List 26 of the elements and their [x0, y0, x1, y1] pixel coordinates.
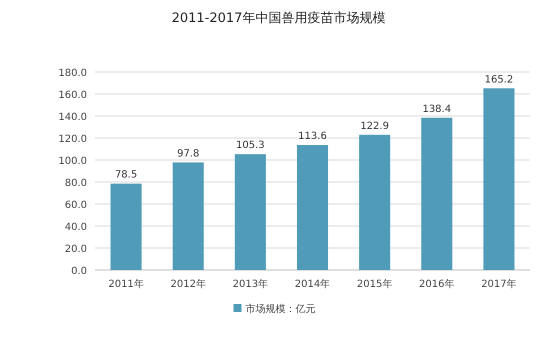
data-label: 105.3: [236, 140, 265, 152]
title: 2011-2017年中国兽用疫苗市场规模: [172, 11, 386, 26]
data-label: 113.6: [298, 131, 327, 142]
ytick: 180.0: [58, 68, 87, 79]
ytick: 60.0: [64, 200, 87, 211]
xtick: 2012年: [170, 279, 206, 290]
data-label: 138.4: [422, 104, 452, 115]
data-label: 78.5: [114, 170, 138, 181]
xtick: 2011年: [108, 279, 144, 290]
legend-label: 市场规模：亿元: [246, 304, 316, 315]
ytick: 140.0: [58, 112, 87, 123]
ytick: 80.0: [64, 178, 87, 189]
ytick: 40.0: [64, 222, 87, 233]
ytick: 100.0: [58, 156, 87, 167]
ytick: 160.0: [58, 90, 87, 101]
xtick: 2013年: [232, 279, 268, 290]
xtick: 2017年: [481, 279, 517, 290]
ytick: 20.0: [64, 244, 87, 255]
xtick: 2016年: [419, 279, 454, 290]
data-label: 165.2: [484, 74, 514, 86]
ytick: 120.0: [58, 134, 87, 145]
data-label: 97.8: [177, 148, 200, 160]
data-label: 122.9: [360, 120, 389, 132]
ytick: 0.0: [71, 266, 87, 277]
xtick: 2015年: [356, 279, 392, 290]
xtick: 2014年: [294, 279, 330, 290]
